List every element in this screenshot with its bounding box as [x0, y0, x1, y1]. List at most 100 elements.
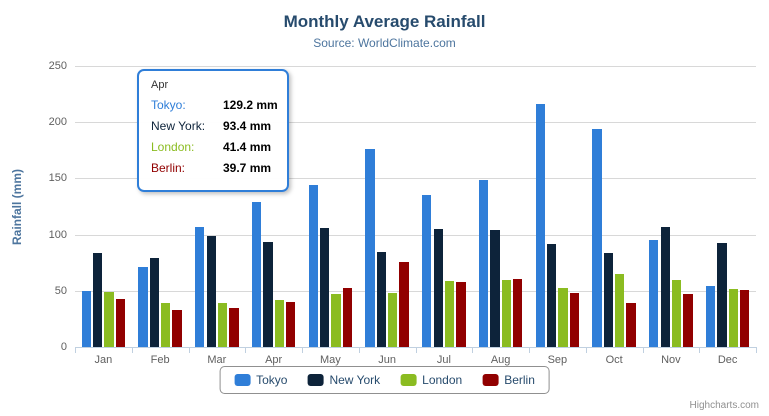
column-london-mar[interactable]	[217, 302, 228, 347]
x-axis-label: Aug	[490, 354, 511, 366]
column-new-york-jan[interactable]	[93, 253, 103, 347]
x-axis-label: Jan	[94, 354, 113, 366]
chart-subtitle: Source: WorldClimate.com	[313, 36, 456, 50]
column-tokyo-mar[interactable]	[195, 227, 205, 347]
tooltip-series-label: Berlin:	[151, 161, 186, 175]
legend-item-london[interactable]: London	[400, 373, 462, 387]
tooltip-series-label: London:	[151, 140, 195, 154]
column-berlin-nov[interactable]	[683, 294, 693, 347]
column-tokyo-jul[interactable]	[422, 194, 432, 347]
column-new-york-aug[interactable]	[490, 229, 500, 347]
legend-item-new-york[interactable]: New York	[307, 373, 380, 387]
legend-swatch-icon	[234, 374, 251, 386]
column-london-jul[interactable]	[444, 280, 455, 347]
plot-area	[75, 66, 756, 347]
column-berlin-sep[interactable]	[569, 293, 580, 347]
tooltip-series-label: Tokyo:	[151, 98, 186, 112]
column-new-york-jul[interactable]	[433, 228, 443, 347]
column-berlin-jan[interactable]	[115, 299, 126, 347]
column-tokyo-sep[interactable]	[535, 103, 545, 347]
legend-label: Berlin	[504, 373, 535, 387]
column-tokyo-aug[interactable]	[478, 180, 489, 347]
column-london-may[interactable]	[331, 294, 341, 347]
y-axis-label: 50	[54, 284, 67, 297]
x-axis-tick	[529, 347, 530, 353]
x-axis-tick	[358, 347, 360, 353]
x-axis-tick	[585, 347, 587, 353]
column-tokyo-apr[interactable]	[251, 201, 262, 347]
column-london-dec[interactable]	[728, 289, 738, 347]
legend-label: New York	[329, 373, 381, 387]
column-london-jan[interactable]	[104, 292, 114, 347]
x-axis-tick	[131, 347, 133, 353]
y-axis-label: 100	[48, 228, 67, 241]
column-london-feb[interactable]	[161, 303, 171, 347]
tooltip-header: Apr	[151, 79, 169, 91]
tooltip-series-value: 129.2 mm	[223, 98, 278, 112]
legend: Tokyo New York London Berlin	[219, 366, 550, 394]
column-tokyo-feb[interactable]	[138, 266, 148, 347]
column-new-york-nov[interactable]	[660, 227, 670, 347]
column-new-york-oct[interactable]	[603, 253, 614, 347]
tooltip-row: Berlin: 39.7 mm	[151, 160, 275, 177]
export-menu-button[interactable]	[728, 18, 752, 38]
y-gridline	[75, 234, 756, 236]
y-axis-label: 0	[60, 341, 67, 353]
column-london-apr[interactable]	[274, 300, 284, 347]
x-axis-label: Jul	[436, 354, 451, 366]
column-tokyo-dec[interactable]	[705, 285, 716, 347]
column-berlin-jun[interactable]	[399, 262, 409, 347]
x-axis-tick	[188, 347, 190, 353]
y-gridline	[75, 178, 756, 180]
column-tokyo-may[interactable]	[308, 185, 318, 347]
x-axis-label: Apr	[265, 354, 283, 366]
legend-swatch-icon	[307, 374, 324, 386]
column-new-york-may[interactable]	[320, 227, 330, 347]
y-gridline	[75, 122, 756, 124]
x-axis-label: Nov	[661, 354, 681, 366]
x-axis-label: Sep	[547, 354, 568, 366]
chart-title: Monthly Average Rainfall	[283, 12, 486, 31]
legend-item-berlin[interactable]: Berlin	[482, 373, 535, 387]
column-new-york-dec[interactable]	[717, 243, 727, 347]
column-new-york-sep[interactable]	[547, 244, 557, 347]
legend-item-tokyo[interactable]: Tokyo	[234, 373, 287, 387]
credits-link[interactable]: Highcharts.com	[689, 400, 759, 411]
x-axis-tick	[699, 347, 701, 353]
legend-swatch-icon	[482, 374, 499, 386]
column-berlin-feb[interactable]	[172, 309, 182, 347]
tooltip-series-value: 39.7 mm	[223, 161, 272, 175]
legend-label: Tokyo	[256, 373, 288, 387]
tooltip-rows: Tokyo: 129.2 mm New York: 93.4 mm London: 41.…	[151, 97, 278, 177]
tooltip-series-value: 93.4 mm	[223, 119, 272, 133]
column-london-aug[interactable]	[501, 280, 511, 347]
column-berlin-apr[interactable]	[285, 302, 296, 347]
column-berlin-dec[interactable]	[739, 289, 750, 347]
column-berlin-jul[interactable]	[456, 282, 466, 347]
legend-label: London	[422, 373, 463, 387]
column-london-sep[interactable]	[558, 288, 568, 347]
legend-swatch-icon	[400, 374, 417, 386]
column-berlin-aug[interactable]	[512, 279, 523, 347]
column-tokyo-jan[interactable]	[81, 290, 91, 347]
column-berlin-oct[interactable]	[626, 303, 636, 347]
column-new-york-jun[interactable]	[376, 252, 387, 347]
x-axis-tick	[75, 347, 76, 353]
column-berlin-may[interactable]	[342, 287, 353, 347]
column-london-oct[interactable]	[615, 273, 625, 347]
column-tokyo-nov[interactable]	[649, 239, 659, 347]
y-axis-label: 150	[48, 172, 67, 185]
tooltip-row: Tokyo: 129.2 mm	[151, 97, 278, 114]
column-tokyo-jun[interactable]	[365, 149, 375, 347]
x-axis-label: Jun	[378, 354, 396, 366]
column-new-york-feb[interactable]	[149, 258, 160, 347]
x-axis-tick	[245, 347, 247, 353]
tooltip-series-label: New York:	[151, 119, 206, 133]
column-tokyo-oct[interactable]	[592, 128, 602, 347]
column-berlin-mar[interactable]	[229, 308, 239, 347]
column-london-jun[interactable]	[388, 292, 398, 347]
column-new-york-apr[interactable]	[263, 242, 273, 347]
column-new-york-mar[interactable]	[206, 236, 216, 347]
column-london-nov[interactable]	[671, 280, 682, 347]
y-axis-label: 250	[48, 60, 67, 72]
